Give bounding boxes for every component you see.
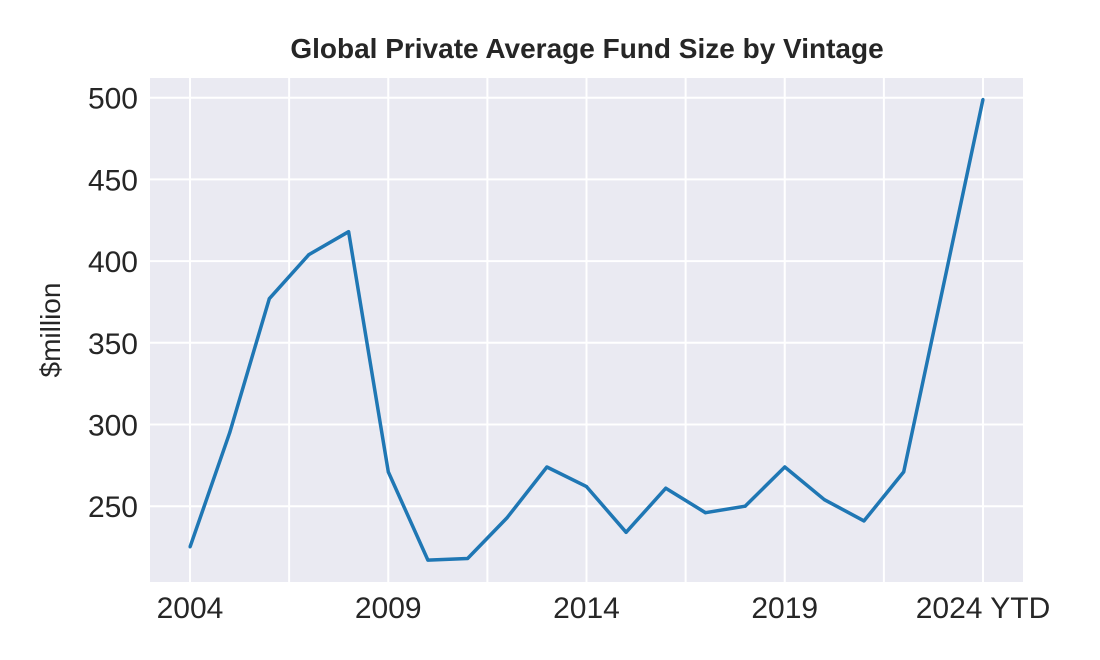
y-tick-labels: 250 300 350 400 450 500 xyxy=(88,83,138,525)
y-tick-label: 350 xyxy=(88,328,138,361)
x-tick-label: 2004 xyxy=(157,592,224,625)
y-tick-label: 500 xyxy=(88,83,138,116)
data-point xyxy=(981,97,985,101)
data-point xyxy=(466,556,470,560)
data-point xyxy=(505,516,509,520)
data-point xyxy=(585,485,588,489)
x-tick-label: 2019 xyxy=(751,592,818,625)
data-point xyxy=(703,511,707,515)
data-point xyxy=(822,498,826,502)
data-point xyxy=(664,486,668,490)
y-tick-label: 300 xyxy=(88,410,138,443)
y-tick-label: 450 xyxy=(88,164,138,197)
data-point xyxy=(545,465,549,469)
x-tick-labels: 2004 2009 2014 2019 2024 YTD xyxy=(157,592,1051,625)
x-tick-label: 2009 xyxy=(355,592,422,625)
y-tick-label: 250 xyxy=(88,491,138,524)
data-point xyxy=(267,297,271,301)
data-point xyxy=(862,519,866,523)
x-tick-label: 2024 YTD xyxy=(916,592,1051,625)
chart-title: Global Private Average Fund Size by Vint… xyxy=(290,33,883,64)
data-point xyxy=(743,504,747,508)
data-point xyxy=(347,230,351,234)
data-point xyxy=(902,470,906,474)
data-point xyxy=(188,545,192,549)
data-point xyxy=(426,558,430,562)
y-tick-label: 400 xyxy=(88,246,138,279)
data-point xyxy=(386,470,390,474)
data-point xyxy=(228,431,232,435)
data-point xyxy=(783,465,787,469)
series-group xyxy=(188,97,985,562)
data-point xyxy=(624,530,628,534)
grid-lines xyxy=(150,78,1023,582)
data-point xyxy=(941,284,945,288)
y-axis-label: $million xyxy=(35,283,66,378)
x-tick-label: 2014 xyxy=(553,592,620,625)
data-point xyxy=(307,253,311,257)
